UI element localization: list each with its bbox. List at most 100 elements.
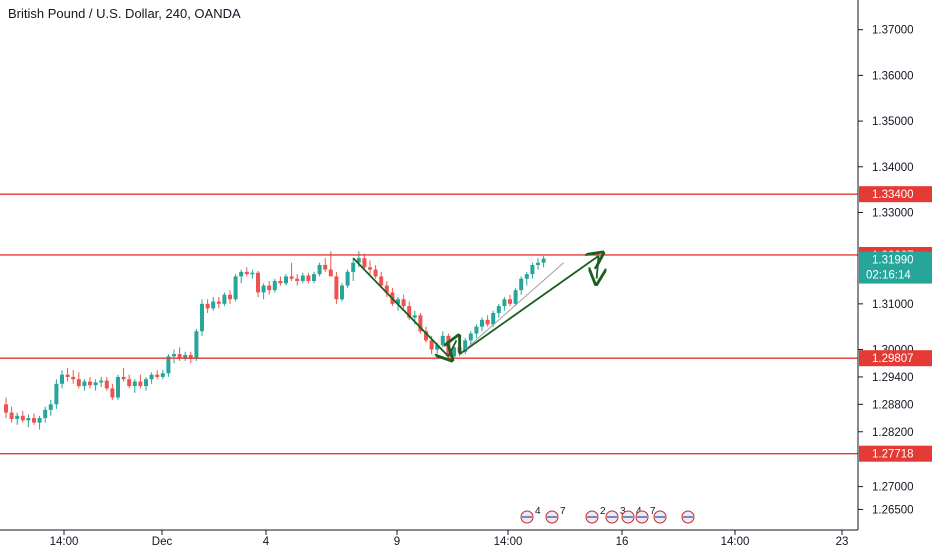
- candle: [300, 272, 305, 284]
- candle: [379, 271, 384, 288]
- candle-body: [188, 355, 193, 359]
- x-axis-ticks: 14:00 Dec 4 9 14:00 16 14:00 23: [50, 530, 848, 548]
- candles: [4, 251, 546, 430]
- x-tick-label: 16: [616, 536, 629, 548]
- candle: [71, 370, 76, 384]
- candle-body: [99, 380, 104, 383]
- candle-body: [480, 319, 484, 327]
- candle: [160, 370, 165, 380]
- candle: [457, 342, 462, 357]
- trend-line[interactable]: [464, 262, 564, 350]
- candle: [32, 413, 36, 425]
- candle-body: [362, 258, 367, 268]
- y-tick-label: 1.36000: [872, 70, 914, 82]
- candle-body: [138, 381, 143, 387]
- candle-body: [15, 415, 20, 419]
- candle-body: [250, 272, 255, 275]
- candle: [60, 370, 64, 389]
- candle: [317, 262, 322, 277]
- y-tick-label: 1.29400: [872, 372, 914, 384]
- candle: [211, 296, 216, 311]
- candle-body: [323, 265, 328, 270]
- candle-body: [519, 278, 524, 291]
- axis-price-labels: 1.334001.320671.298071.277181.3199002:16…: [859, 186, 932, 462]
- candle-body: [76, 379, 81, 387]
- event-count: 3: [620, 506, 626, 517]
- candle-body: [60, 374, 64, 384]
- event-count: 4: [535, 506, 541, 517]
- event-flag[interactable]: 7: [635, 506, 656, 524]
- candle-body: [183, 355, 188, 359]
- down-arrow[interactable]: [352, 257, 448, 356]
- candle: [284, 274, 288, 286]
- event-flag[interactable]: 2: [585, 506, 606, 524]
- candle-body: [244, 271, 249, 275]
- candle: [496, 303, 501, 318]
- candle: [362, 253, 367, 270]
- candle-body: [457, 347, 462, 352]
- candle-body: [312, 274, 316, 281]
- candle: [65, 367, 70, 382]
- level-label-text: 1.33400: [872, 189, 914, 201]
- last-price-label[interactable]: 1.31990 02:16:14: [859, 251, 932, 284]
- candle-body: [468, 333, 473, 341]
- candle-body: [289, 276, 294, 279]
- y-tick-label: 1.28800: [872, 399, 914, 411]
- candle-body: [54, 383, 59, 405]
- event-flag[interactable]: 7: [545, 506, 566, 524]
- candle-body: [440, 335, 445, 345]
- candle-body: [340, 285, 344, 300]
- level-price-label[interactable]: 1.27718: [859, 445, 932, 462]
- time-axis[interactable]: [0, 530, 932, 550]
- candle: [15, 412, 20, 425]
- candle-body: [239, 271, 244, 277]
- y-tick-label: 1.34000: [872, 162, 914, 174]
- candle: [149, 372, 154, 384]
- candle-body: [26, 418, 31, 421]
- candle-body: [401, 299, 406, 307]
- candle-body: [373, 269, 378, 277]
- candle-body: [205, 303, 210, 309]
- candle-body: [110, 388, 115, 398]
- candle-body: [149, 374, 154, 380]
- candle-body: [524, 274, 529, 279]
- candle-body: [384, 285, 389, 293]
- last-price-bg: [859, 251, 932, 284]
- y-axis-ticks: 1.37000 1.36000 1.35000 1.34000 1.33000 1.310…: [858, 25, 914, 516]
- candle-body: [37, 418, 42, 423]
- candle: [368, 260, 372, 275]
- candle-body: [474, 326, 479, 334]
- candle: [278, 276, 283, 286]
- candle: [463, 338, 468, 355]
- candle-body: [32, 418, 36, 423]
- candle: [312, 271, 316, 284]
- candle: [4, 397, 8, 419]
- candle-body: [429, 340, 434, 350]
- candle-body: [194, 331, 199, 359]
- candle: [480, 317, 484, 332]
- candle: [9, 406, 14, 423]
- event-flag[interactable]: 4: [520, 506, 541, 524]
- candle-body: [306, 275, 311, 281]
- candle: [468, 331, 473, 345]
- candle-body: [177, 354, 182, 359]
- y-tick-label: 1.27000: [872, 482, 914, 494]
- candle: [26, 414, 31, 428]
- x-tick-label: Dec: [152, 536, 173, 548]
- level-label-text: 1.29807: [872, 353, 914, 365]
- level-price-label[interactable]: 1.29807: [859, 350, 932, 367]
- candle-body: [530, 265, 535, 275]
- candle: [144, 376, 148, 391]
- event-flag[interactable]: 3: [605, 506, 626, 524]
- candle: [121, 367, 126, 382]
- event-flag[interactable]: [681, 510, 695, 524]
- up-arrow[interactable]: [459, 256, 599, 355]
- candle-body: [233, 276, 238, 300]
- candle: [345, 269, 350, 288]
- y-tick-label: 1.31000: [872, 299, 914, 311]
- level-price-label[interactable]: 1.33400: [859, 186, 932, 203]
- candle: [261, 283, 266, 300]
- event-flag[interactable]: [653, 510, 667, 524]
- candle-body: [222, 294, 227, 304]
